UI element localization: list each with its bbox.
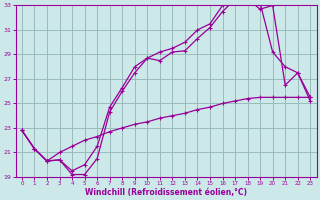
X-axis label: Windchill (Refroidissement éolien,°C): Windchill (Refroidissement éolien,°C)	[85, 188, 247, 197]
